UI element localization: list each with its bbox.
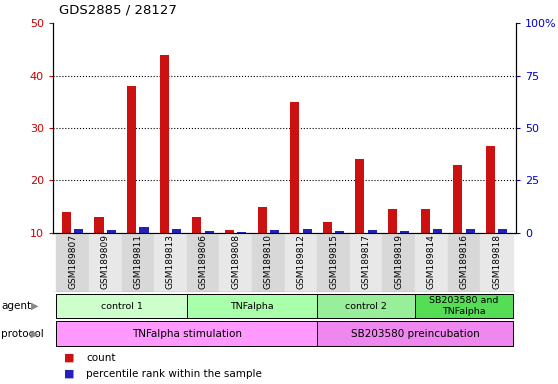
Bar [154,233,187,292]
Text: GSM189809: GSM189809 [100,235,110,290]
Bar [448,233,480,292]
Bar [382,233,415,292]
Bar [323,222,332,285]
Text: GSM189815: GSM189815 [329,235,338,290]
Bar [56,321,317,346]
Bar [107,230,116,285]
Text: GSM189814: GSM189814 [427,235,436,290]
Bar [465,228,475,285]
Text: protocol: protocol [1,329,44,339]
Bar [94,217,104,285]
Text: ▶: ▶ [31,301,38,311]
Text: TNFalpha stimulation: TNFalpha stimulation [132,329,242,339]
Text: ■: ■ [64,369,75,379]
Text: GSM189807: GSM189807 [68,235,77,290]
Bar [317,321,513,346]
Bar [415,233,448,292]
Text: GSM189810: GSM189810 [264,235,273,290]
Bar [62,212,71,285]
Bar [187,233,219,292]
Bar [433,228,442,285]
Bar [160,55,169,285]
Text: control 2: control 2 [345,301,387,311]
Text: percentile rank within the sample: percentile rank within the sample [86,369,262,379]
Bar [285,233,317,292]
Text: GSM189806: GSM189806 [199,235,208,290]
Text: GSM189817: GSM189817 [362,235,371,290]
Text: GDS2885 / 28127: GDS2885 / 28127 [59,4,176,17]
Text: agent: agent [1,301,31,311]
Bar [335,231,344,285]
Bar [317,294,415,318]
Bar [127,86,136,285]
Text: GSM189818: GSM189818 [492,235,501,290]
Bar [205,231,214,285]
Bar [302,228,312,285]
Text: GSM189819: GSM189819 [395,235,403,290]
Text: SB203580 and
TNFalpha: SB203580 and TNFalpha [429,296,499,316]
Bar [350,233,382,292]
Bar [122,233,154,292]
Bar [498,228,507,285]
Bar [317,233,350,292]
Bar [453,165,463,285]
Bar [89,233,122,292]
Text: ▶: ▶ [31,329,38,339]
Bar [355,159,364,285]
Bar [219,233,252,292]
Bar [172,228,181,285]
Text: SB203580 preincubation: SB203580 preincubation [350,329,479,339]
Text: GSM189808: GSM189808 [231,235,240,290]
Text: count: count [86,353,116,363]
Bar [56,294,187,318]
Bar [368,230,377,285]
Text: GSM189813: GSM189813 [166,235,175,290]
Bar [193,217,201,285]
Bar [480,233,513,292]
Bar [252,233,285,292]
Text: ■: ■ [64,353,75,363]
Bar [290,102,299,285]
Bar [388,209,397,285]
Bar [187,294,317,318]
Bar [225,230,234,285]
Bar [257,207,267,285]
Bar [415,294,513,318]
Text: GSM189811: GSM189811 [133,235,142,290]
Bar [56,233,89,292]
Bar [401,231,410,285]
Text: GSM189812: GSM189812 [296,235,305,290]
Bar [270,230,279,285]
Bar [237,232,247,285]
Text: control 1: control 1 [100,301,142,311]
Bar [140,227,148,285]
Bar [74,228,83,285]
Bar [421,209,430,285]
Text: GSM189816: GSM189816 [459,235,469,290]
Bar [486,146,495,285]
Text: TNFalpha: TNFalpha [230,301,274,311]
